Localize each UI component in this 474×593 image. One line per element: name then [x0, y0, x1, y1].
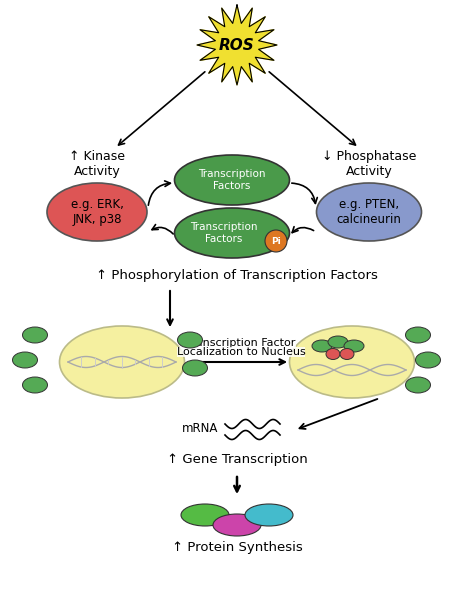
Ellipse shape: [213, 514, 261, 536]
Text: e.g. PTEN,
calcineurin: e.g. PTEN, calcineurin: [337, 198, 401, 226]
Text: ↑ Gene Transcription: ↑ Gene Transcription: [167, 454, 307, 467]
Text: Transcription
Factors: Transcription Factors: [190, 222, 258, 244]
Polygon shape: [197, 5, 277, 85]
Ellipse shape: [245, 504, 293, 526]
Ellipse shape: [405, 327, 430, 343]
Ellipse shape: [290, 326, 414, 398]
Text: Transcription Factor: Transcription Factor: [186, 338, 296, 348]
Ellipse shape: [182, 360, 208, 376]
Text: Transcription
Factors: Transcription Factors: [198, 169, 266, 191]
Ellipse shape: [174, 208, 290, 258]
Circle shape: [265, 230, 287, 252]
Ellipse shape: [174, 155, 290, 205]
Ellipse shape: [22, 377, 47, 393]
Text: ↑ Protein Synthesis: ↑ Protein Synthesis: [172, 541, 302, 554]
Ellipse shape: [344, 340, 364, 352]
Text: Localization to Nucleus: Localization to Nucleus: [177, 347, 305, 357]
Ellipse shape: [177, 332, 202, 348]
Ellipse shape: [60, 326, 184, 398]
Text: e.g. ERK,
JNK, p38: e.g. ERK, JNK, p38: [71, 198, 123, 226]
Text: ↑ Kinase
Activity: ↑ Kinase Activity: [69, 150, 125, 178]
Ellipse shape: [312, 340, 332, 352]
Ellipse shape: [47, 183, 147, 241]
Ellipse shape: [12, 352, 37, 368]
Text: ↓ Phosphatase
Activity: ↓ Phosphatase Activity: [322, 150, 416, 178]
Ellipse shape: [181, 504, 229, 526]
Ellipse shape: [317, 183, 421, 241]
Ellipse shape: [328, 336, 348, 348]
Text: Pi: Pi: [271, 237, 281, 246]
Text: ROS: ROS: [219, 37, 255, 53]
Text: mRNA: mRNA: [182, 422, 218, 435]
Ellipse shape: [340, 349, 354, 359]
Text: ↑ Phosphorylation of Transcription Factors: ↑ Phosphorylation of Transcription Facto…: [96, 269, 378, 282]
Ellipse shape: [405, 377, 430, 393]
Ellipse shape: [22, 327, 47, 343]
Ellipse shape: [326, 349, 340, 359]
Ellipse shape: [416, 352, 440, 368]
